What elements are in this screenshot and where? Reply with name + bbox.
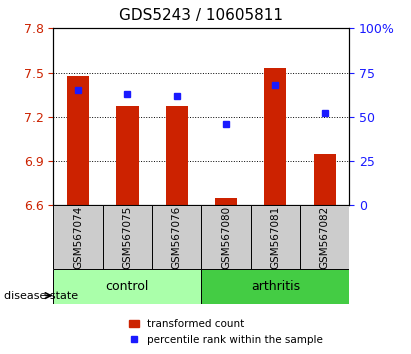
Bar — [215, 198, 237, 205]
Text: control: control — [106, 280, 149, 293]
Bar — [251, 205, 300, 269]
Text: GSM567075: GSM567075 — [122, 206, 132, 269]
Bar — [67, 75, 89, 205]
Text: GSM567081: GSM567081 — [270, 206, 280, 269]
Bar — [201, 269, 349, 304]
Bar — [152, 205, 201, 269]
Bar — [53, 269, 201, 304]
Title: GDS5243 / 10605811: GDS5243 / 10605811 — [119, 8, 284, 23]
Bar — [166, 107, 188, 205]
Bar — [103, 205, 152, 269]
Bar — [201, 205, 251, 269]
Bar — [116, 107, 139, 205]
Bar — [314, 154, 336, 205]
Text: GSM567080: GSM567080 — [221, 206, 231, 269]
Text: GSM567082: GSM567082 — [320, 206, 330, 269]
Text: arthritis: arthritis — [251, 280, 300, 293]
Text: GSM567076: GSM567076 — [172, 206, 182, 269]
Bar — [53, 205, 103, 269]
Legend: transformed count, percentile rank within the sample: transformed count, percentile rank withi… — [125, 315, 328, 349]
Bar — [300, 205, 349, 269]
Text: disease state: disease state — [4, 291, 78, 301]
Text: GSM567074: GSM567074 — [73, 206, 83, 269]
Bar — [264, 68, 286, 205]
